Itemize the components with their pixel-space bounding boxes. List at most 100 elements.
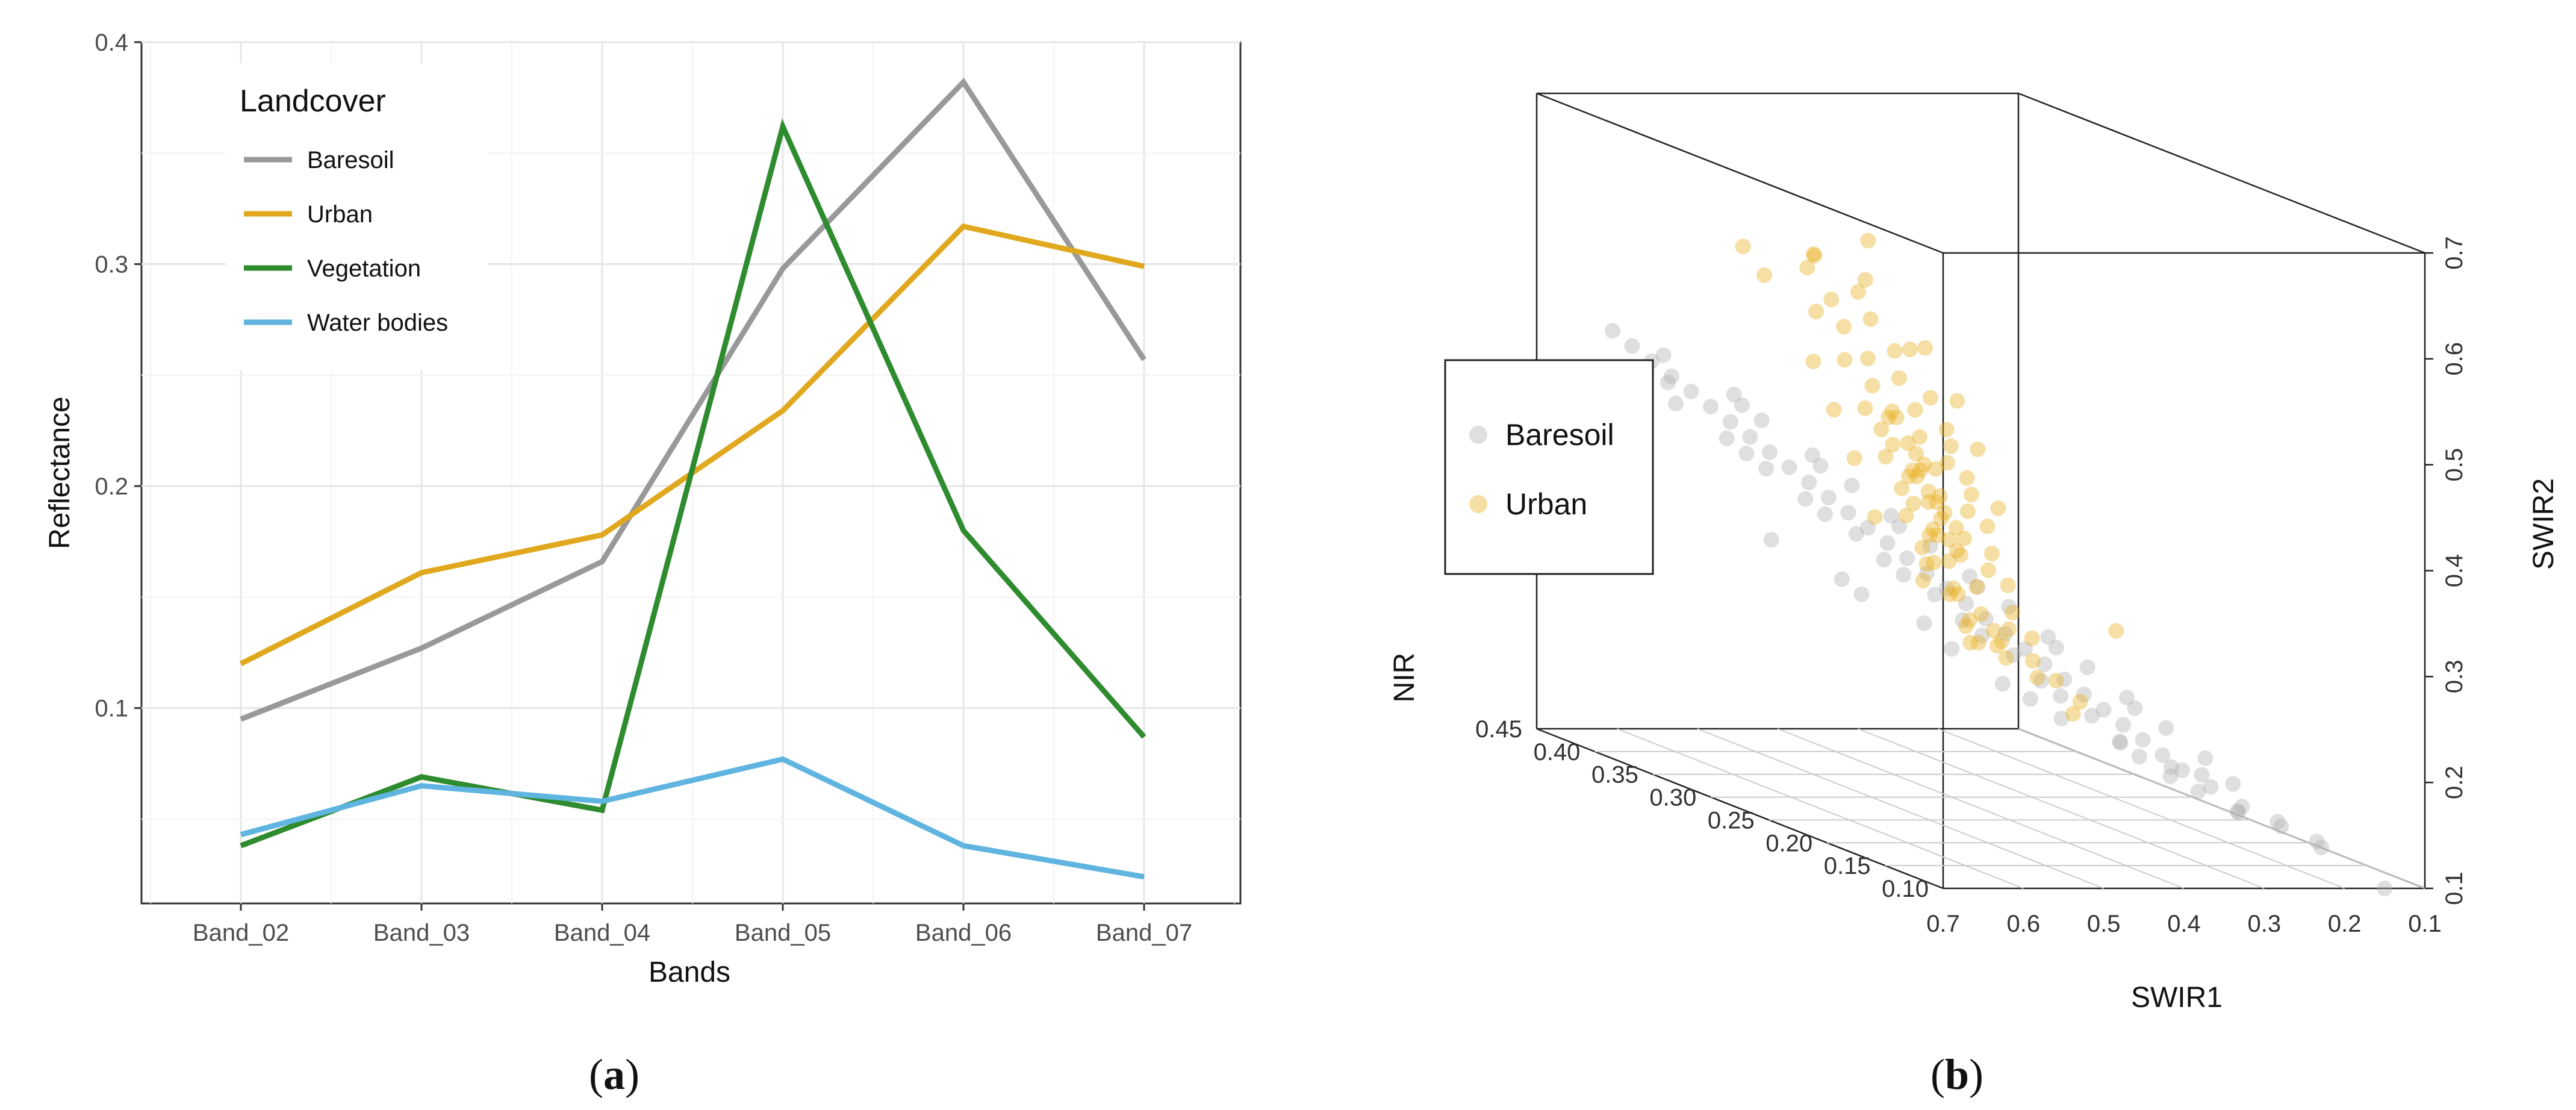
panel-b-point-baresoil: [1801, 474, 1817, 490]
panel-b-floor-gridline: [1857, 728, 2265, 889]
panel-a-xtick-label: Band_07: [1096, 920, 1192, 946]
panel-b-series-baresoil: [1604, 323, 2393, 896]
panel-a-xtick-label: Band_06: [915, 920, 1012, 946]
panel-b-ztick-label: 0.1: [2441, 871, 2468, 905]
panel-b-point-baresoil: [2174, 762, 2190, 778]
panel-b-point-baresoil: [1820, 490, 1837, 506]
panel-b-point-baresoil: [2048, 640, 2064, 656]
panel-b-point-urban: [1908, 446, 1924, 462]
panel-b-point-urban: [1949, 393, 1965, 409]
panel-a-legend-label: Baresoil: [307, 147, 394, 173]
panel-b-point-baresoil: [1994, 676, 2011, 692]
panel-b-point-urban: [1950, 586, 1966, 602]
panel-b-point-urban: [1949, 543, 1965, 559]
panel-b-point-urban: [1846, 450, 1862, 466]
panel-b-point-baresoil: [1663, 368, 1679, 384]
panel-b-point-urban: [2108, 623, 2124, 639]
panel-b-point-urban: [1926, 555, 1942, 571]
panel-a-ytick-label: 0.4: [95, 30, 128, 56]
panel-b-point-urban: [1929, 527, 1946, 543]
panel-b-floor-gridline: [2018, 728, 2425, 889]
panel-b-point-baresoil: [1879, 535, 1896, 551]
panel-b-floor-grid: [1594, 728, 2425, 889]
panel-b-point-baresoil: [1719, 430, 1735, 446]
panel-b-point-baresoil: [2115, 717, 2132, 733]
panel-b-point-baresoil: [1896, 567, 1912, 583]
panel-b-floor-gridline: [1616, 728, 2024, 889]
panel-b-point-urban: [2065, 706, 2081, 722]
panel-b-point-baresoil: [1683, 384, 1699, 400]
panel-b-point-baresoil: [2229, 803, 2245, 819]
panel-b-point-baresoil: [1944, 641, 1960, 657]
panel-b-point-urban: [1927, 461, 1944, 477]
panel-b-point-baresoil: [1997, 626, 2014, 642]
panel-a-x-ticks: Band_02 Band_03 Band_04 Band_05 Band_06 Band_…: [193, 903, 1192, 946]
panel-b-point-urban: [1973, 606, 1990, 622]
panel-b-point-urban: [1959, 503, 1976, 519]
panel-b-point-baresoil: [2197, 750, 2214, 766]
panel-b-point-baresoil: [1962, 569, 1978, 585]
panel-b-swir2-ticks: 0.1 0.2 0.3 0.4 0.5 0.6 0.7: [2425, 236, 2468, 905]
panel-b-ztick-label: 0.3: [2441, 660, 2468, 694]
panel-b-point-baresoil: [1781, 459, 1797, 475]
panel-b-point-urban: [1867, 509, 1883, 525]
panel-a-xtick-label: Band_02: [193, 920, 289, 946]
panel-b-point-urban: [1873, 422, 1890, 438]
panel-b-legend-label: Baresoil: [1505, 418, 1614, 452]
panel-b-point-baresoil: [1805, 447, 1821, 463]
panel-b-point-baresoil: [2040, 629, 2056, 645]
panel-b-point-baresoil: [1883, 508, 1899, 524]
panel-b-point-urban: [1918, 556, 1935, 572]
panel-b-point-urban: [1915, 573, 1931, 589]
panel-b-nir-ticks: 0.10 0.15 0.20 0.25 0.30 0.35 0.40 0.45: [1475, 716, 1929, 902]
panel-b-point-baresoil: [1738, 446, 1755, 462]
panel-b-point-baresoil: [2230, 805, 2247, 821]
panel-b-point-baresoil: [2112, 734, 2128, 750]
panel-b-point-urban: [1805, 353, 1822, 369]
panel-b-point-baresoil: [1758, 461, 1774, 477]
panel-b-point-urban: [1836, 319, 1852, 335]
panel-b-point-urban: [2001, 621, 2017, 637]
panel-b-point-urban: [2072, 694, 2088, 710]
panel-b-xtick-label: 0.7: [1926, 911, 1960, 937]
panel-b-point-baresoil: [1753, 412, 1770, 428]
panel-b-point-urban: [1985, 623, 2002, 639]
panel-b-point-baresoil: [1763, 532, 1779, 548]
panel-b-ztick-label: 0.6: [2441, 342, 2468, 376]
panel-b-point-urban: [1905, 462, 1921, 478]
panel-a-xtick-label: Band_05: [735, 920, 831, 946]
panel-a-xtick-label: Band_03: [373, 920, 470, 946]
panel-b-point-urban: [1941, 553, 1957, 569]
panel-b-point-baresoil: [1624, 338, 1640, 354]
panel-b-point-urban: [1970, 441, 1986, 458]
panel-b-floor-gridline: [1938, 728, 2345, 889]
panel-b-point-baresoil: [2079, 659, 2095, 675]
panel-b-point-urban: [1862, 311, 1879, 327]
panel-b-point-urban: [1891, 370, 1907, 386]
panel-b-point-urban: [1735, 239, 1751, 255]
panel-b-point-baresoil: [2164, 759, 2180, 775]
panel-b-box-edge: [1536, 728, 1944, 890]
panel-a-legend-items: Baresoil Urban Vegetation Water bodies: [244, 147, 448, 336]
panel-b-point-baresoil: [1604, 323, 1620, 339]
panel-b-point-urban: [1900, 435, 1916, 451]
panel-b-point-baresoil: [1860, 520, 1876, 536]
panel-b-point-urban: [1979, 518, 1996, 534]
panel-b-point-baresoil: [1726, 387, 1742, 403]
panel-a-series-lines: [239, 78, 1146, 880]
panel-b-point-baresoil: [2084, 708, 2100, 724]
panel-b-point-baresoil: [2022, 691, 2038, 707]
panel-b-point-urban: [1956, 531, 1972, 546]
panel-b-point-baresoil: [1742, 429, 1758, 445]
panel-b-point-urban: [1909, 468, 1925, 484]
panel-b-xtick-label: 0.5: [2087, 911, 2121, 937]
panel-a-line-water-bodies: [240, 756, 1145, 880]
panel-b-point-baresoil: [1797, 491, 1814, 507]
panel-b-point-urban: [2029, 670, 2046, 686]
panel-b-caption: (b): [1930, 1050, 1983, 1099]
panel-b-point-baresoil: [1668, 396, 1684, 412]
panel-b-point-urban: [1914, 539, 1930, 555]
panel-b-point-urban: [1933, 511, 1949, 527]
panel-b-ytick-label: 0.45: [1475, 716, 1522, 743]
panel-b-point-baresoil: [2273, 818, 2289, 834]
